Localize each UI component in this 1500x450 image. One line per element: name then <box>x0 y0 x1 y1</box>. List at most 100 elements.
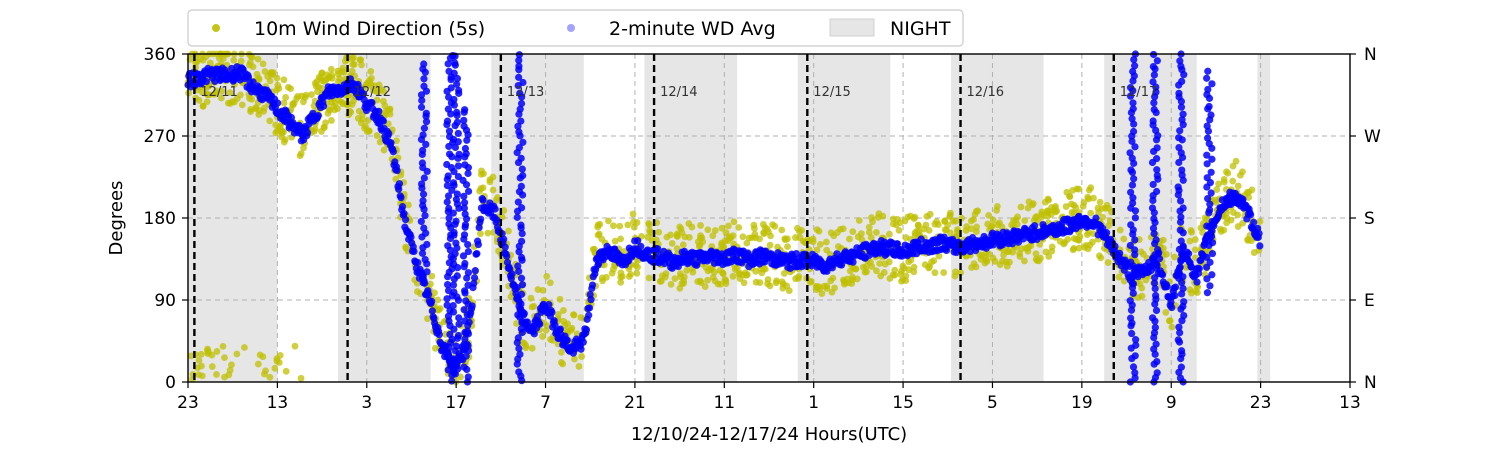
data-point <box>422 118 431 126</box>
data-point <box>1129 199 1137 207</box>
data-point <box>1070 235 1078 242</box>
data-point <box>475 223 483 232</box>
data-point <box>1178 166 1186 174</box>
data-point <box>320 123 328 131</box>
legend-marker <box>829 18 875 37</box>
data-point <box>1021 257 1028 265</box>
data-point <box>1256 218 1264 225</box>
data-point <box>517 221 525 229</box>
data-point <box>380 146 388 154</box>
data-point <box>667 280 675 288</box>
data-point <box>202 84 210 92</box>
data-point <box>554 311 562 318</box>
data-point <box>680 277 688 285</box>
data-point <box>1229 162 1237 170</box>
data-point <box>365 127 373 135</box>
data-point <box>418 159 427 167</box>
data-point <box>563 336 571 344</box>
data-point <box>266 117 274 125</box>
data-point <box>696 241 704 249</box>
data-point <box>645 274 653 282</box>
data-point <box>460 116 468 124</box>
data-point <box>841 279 849 287</box>
x-tick-label: 21 <box>624 393 646 413</box>
x-tick-label: 15 <box>892 393 914 413</box>
data-point <box>1177 213 1185 221</box>
data-point <box>1092 214 1100 222</box>
data-point <box>822 238 830 246</box>
data-point <box>1105 222 1112 230</box>
data-point <box>1171 253 1178 261</box>
data-point <box>1031 222 1039 230</box>
data-point <box>419 131 427 139</box>
data-point <box>397 194 405 202</box>
data-point <box>443 301 451 309</box>
data-point <box>677 225 685 233</box>
data-point <box>459 176 467 184</box>
data-point <box>930 257 938 265</box>
data-point <box>935 252 943 260</box>
data-point <box>739 233 747 241</box>
data-point <box>946 229 954 237</box>
data-point <box>681 233 689 241</box>
data-point <box>444 192 453 200</box>
data-point <box>451 59 459 67</box>
data-point <box>625 273 633 280</box>
data-point <box>1175 143 1183 152</box>
data-point <box>781 236 789 244</box>
data-point <box>500 207 508 214</box>
data-point <box>516 305 524 314</box>
data-point <box>1126 241 1134 250</box>
right-tick-label: S <box>1364 209 1375 229</box>
data-point <box>633 219 641 226</box>
data-point <box>517 253 526 262</box>
data-point <box>462 150 470 158</box>
data-point <box>1232 157 1240 165</box>
data-point <box>445 214 453 222</box>
data-point <box>518 165 526 173</box>
data-point <box>1131 246 1139 254</box>
data-point <box>284 83 292 91</box>
data-point <box>766 282 774 290</box>
data-point <box>471 267 479 275</box>
data-point <box>1179 284 1187 293</box>
data-point <box>508 270 516 278</box>
data-point <box>515 267 523 275</box>
data-point <box>474 240 482 249</box>
data-point <box>195 356 203 364</box>
data-point <box>308 91 315 99</box>
data-point <box>1131 369 1139 377</box>
data-point <box>987 223 995 231</box>
data-point <box>926 210 934 218</box>
data-point <box>314 112 322 120</box>
data-point <box>517 204 526 212</box>
data-point <box>861 268 869 276</box>
data-point <box>873 229 880 236</box>
data-point <box>833 229 841 236</box>
data-point <box>989 254 997 262</box>
data-point <box>1153 155 1161 163</box>
data-point <box>385 129 393 138</box>
data-point <box>1178 116 1186 124</box>
y-axis-label: Degrees <box>106 181 127 256</box>
data-point <box>419 190 428 198</box>
data-point <box>629 210 637 218</box>
data-point <box>891 266 899 274</box>
data-point <box>479 196 487 204</box>
data-point <box>1191 246 1199 254</box>
data-point <box>1010 217 1017 224</box>
data-point <box>460 363 468 371</box>
data-point <box>470 279 478 287</box>
data-point <box>1204 85 1212 94</box>
data-point <box>464 373 472 381</box>
data-point <box>452 195 461 203</box>
data-point <box>862 262 870 270</box>
data-point <box>1045 253 1053 260</box>
data-point <box>455 150 463 158</box>
data-point <box>461 106 469 114</box>
data-point <box>605 217 612 225</box>
data-point <box>774 243 781 251</box>
data-point <box>1037 254 1044 262</box>
legend-box <box>187 9 964 47</box>
